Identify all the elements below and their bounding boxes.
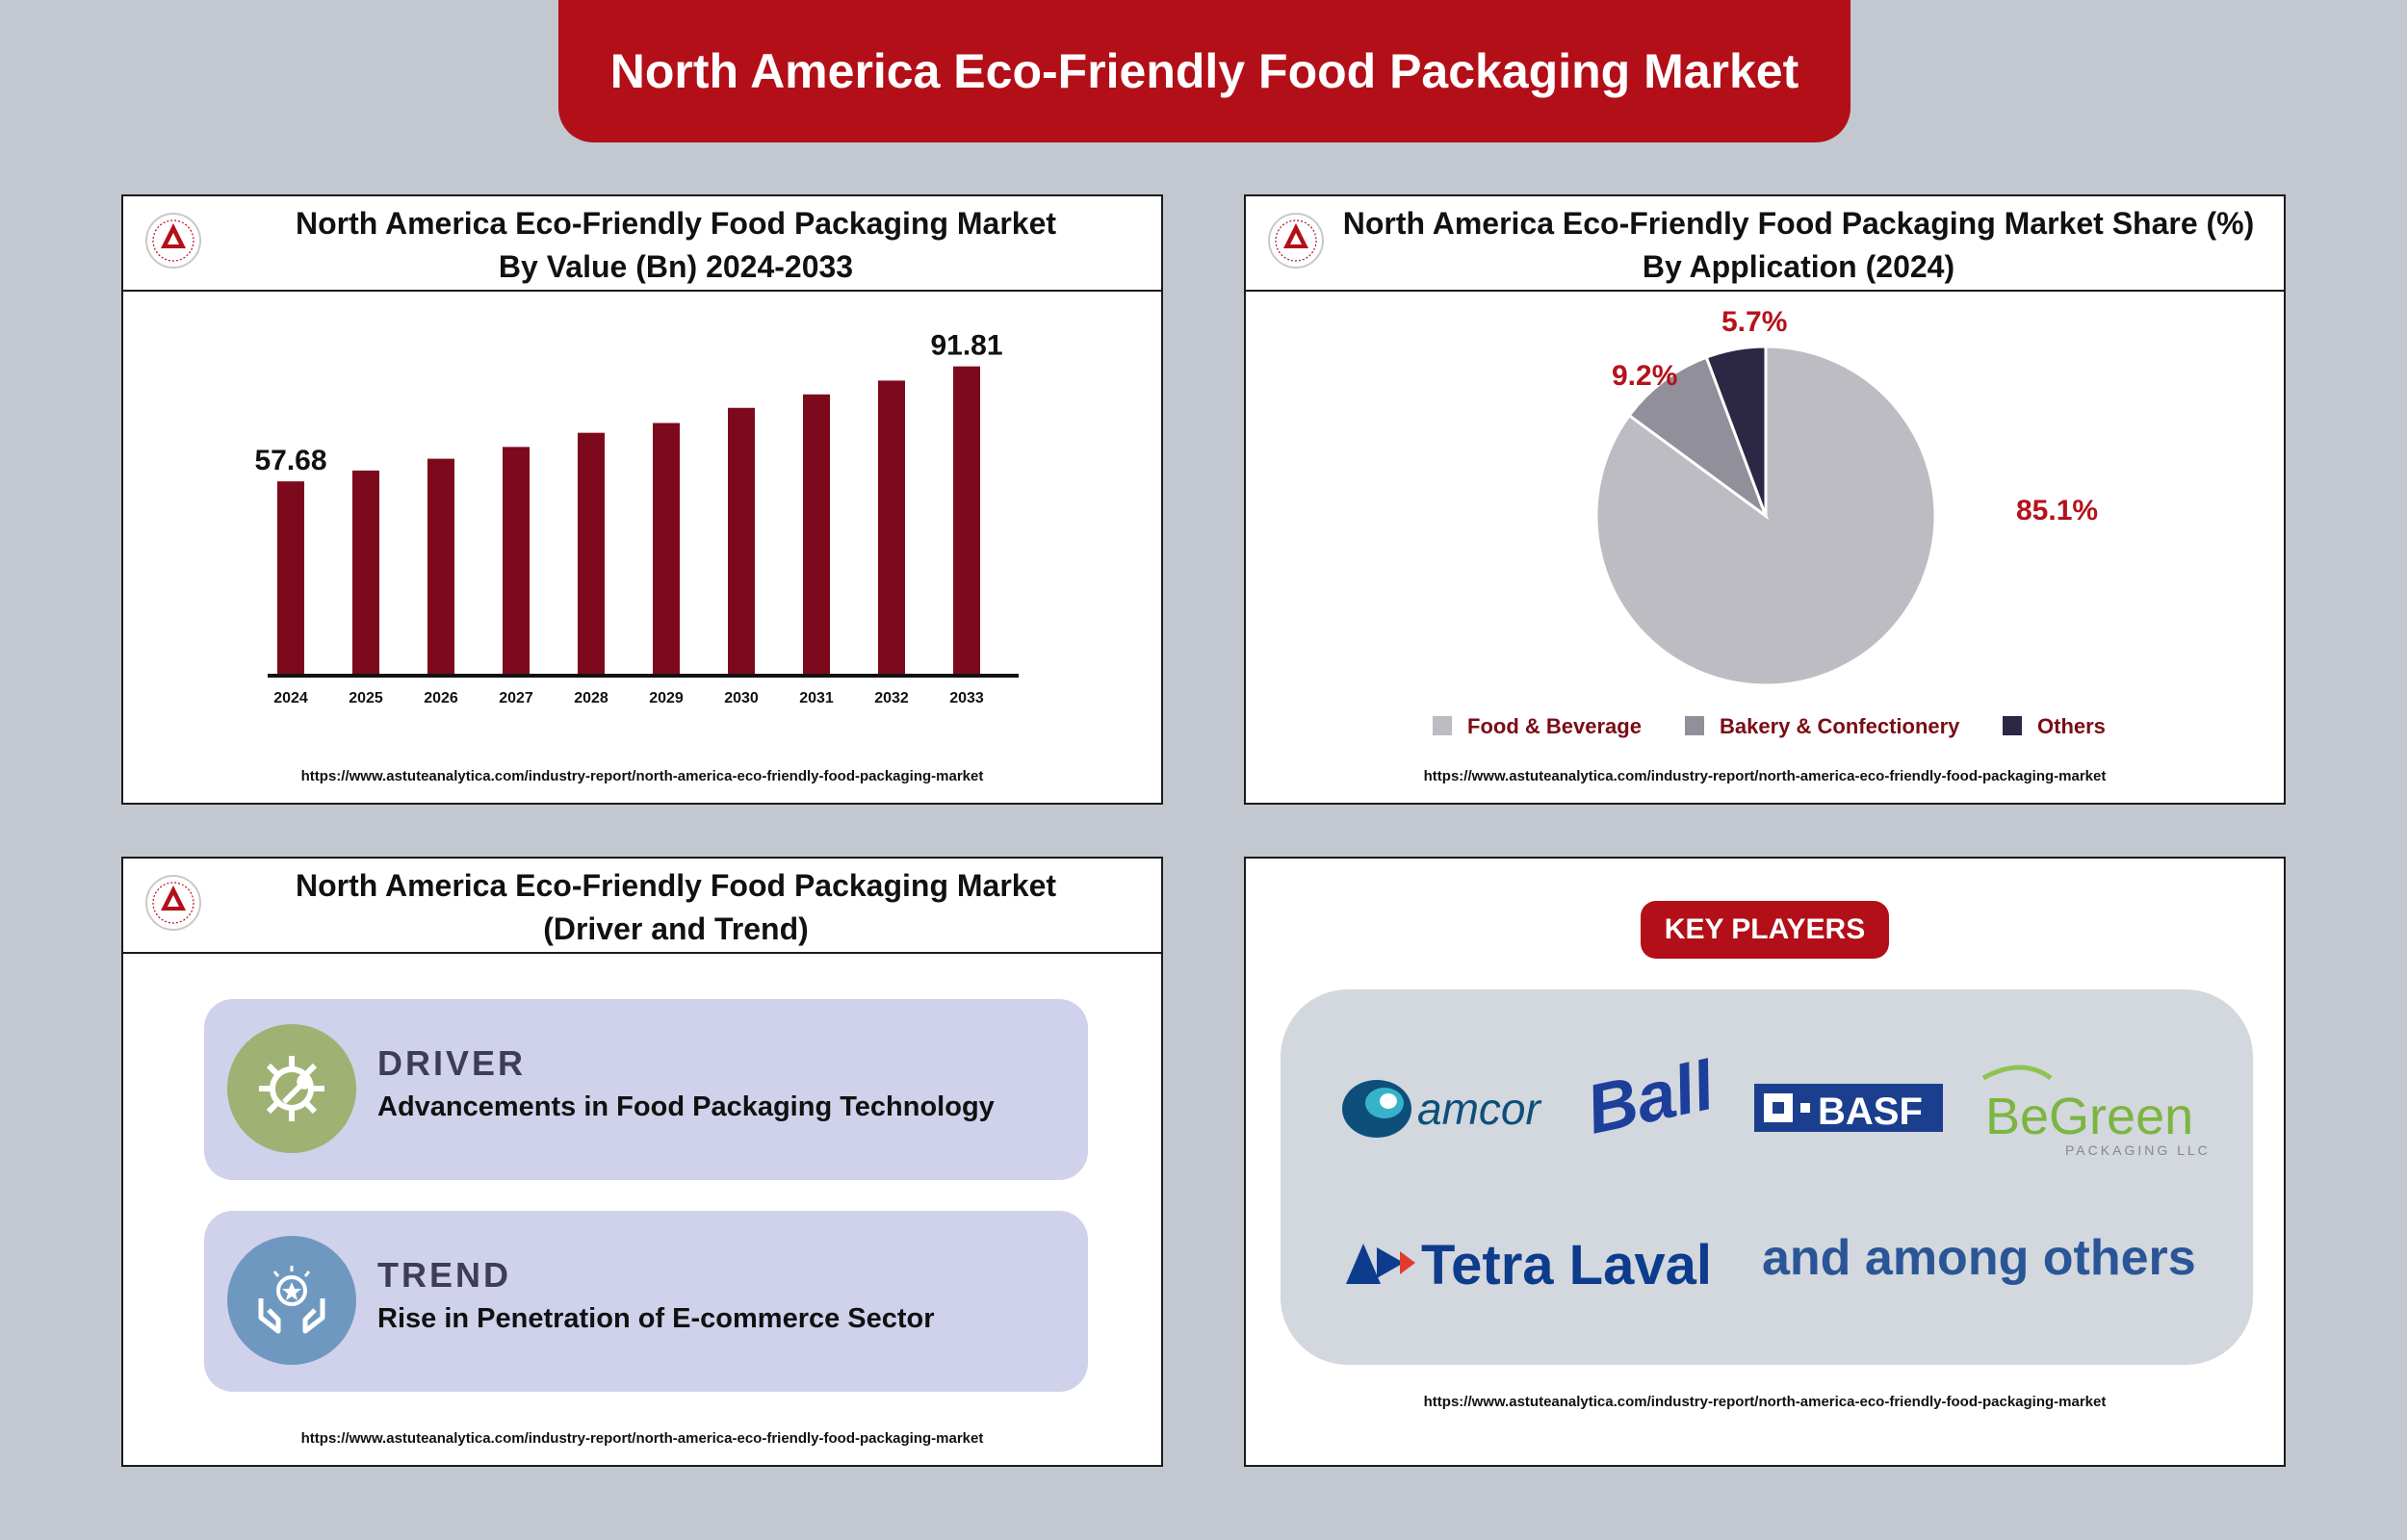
ball-logo: Ball [1580,1046,1722,1148]
pie-data-label: 85.1% [2016,495,2098,526]
pie-slice-1 [1627,355,1770,521]
key-players-panel: KEY PLAYERS amcor Ball BASF BeGreen PACK… [1244,857,2286,1467]
trend-heading: TREND [377,1255,511,1295]
driver-text: Advancements in Food Packaging Technolog… [377,1091,995,1122]
panel-title-line1: North America Eco-Friendly Food Packagin… [295,868,1057,903]
panel-title-line2: By Application (2024) [1642,249,1955,284]
x-tick-label: 2027 [499,690,533,706]
x-tick-label: 2030 [724,690,759,706]
bar-2026 [427,458,454,676]
x-tick-label: 2029 [649,690,684,706]
bar-2025 [352,470,379,676]
x-tick-label: 2031 [799,690,834,706]
source-url[interactable]: https://www.astuteanalytica.com/industry… [1423,768,2107,784]
pie-data-label: 5.7% [1721,306,1787,338]
x-tick-label: 2028 [574,690,608,706]
panel-title: North America Eco-Friendly Food Packagin… [210,202,1142,289]
legend-swatch [1685,716,1704,735]
pie-chart: 85.1% 9.2% 5.7% Food & Beverage Bakery & Con… [1433,306,2106,738]
bar-2028 [578,432,605,676]
astute-analytica-logo [145,213,201,269]
x-tick-label: 2026 [424,690,458,706]
key-players-badge: KEY PLAYERS [1641,901,1889,959]
pie-slice-2 [1704,345,1768,517]
bar-2024 [277,481,304,676]
panel-header: North America Eco-Friendly Food Packagin… [123,196,1161,292]
x-tick-label: 2024 [273,690,308,706]
main-title: North America Eco-Friendly Food Packagin… [609,44,1799,98]
data-label: 91.81 [930,330,1002,362]
panel-title-line1: North America Eco-Friendly Food Packagin… [295,206,1057,241]
bar-2030 [728,407,755,676]
driver-trend-panel: North America Eco-Friendly Food Packagin… [121,857,1163,1467]
player-name: Tetra Laval [1421,1234,1712,1296]
bar-2031 [803,394,830,676]
pie-data-label: 9.2% [1612,360,1677,392]
tetra-laval-logo: Tetra Laval [1346,1234,1712,1296]
value-chart-panel: North America Eco-Friendly Food Packagin… [121,194,1163,805]
player-name: BeGreen [1985,1088,2193,1145]
panel-title-line2: By Value (Bn) 2024-2033 [498,249,854,284]
gear-wrench-icon [227,1024,356,1153]
players-logo-area: amcor Ball BASF BeGreen PACKAGING LLC Te… [1281,989,2253,1365]
bar-2033 [953,366,980,676]
trend-card: TREND Rise in Penetration of E-commerce … [204,1211,1088,1392]
and-among-others: and among others [1762,1230,2196,1286]
astute-analytica-logo [145,875,201,931]
legend-label: Bakery & Confectionery [1720,714,1960,738]
legend-label: Food & Beverage [1467,714,1642,738]
panel-header: North America Eco-Friendly Food Packagin… [123,859,1161,954]
panel-header: North America Eco-Friendly Food Packagin… [1246,196,2284,292]
bar-chart: 2024 57.68 2025 2026 2027 2028 2029 2030 2031 203… [254,330,1019,706]
x-tick-label: 2025 [349,690,383,706]
amcor-logo: amcor [1342,1080,1541,1138]
bar-2027 [503,447,530,676]
source-url[interactable]: https://www.astuteanalytica.com/industry… [300,1430,984,1447]
bar-2032 [878,380,905,676]
legend-swatch [2003,716,2022,735]
panel-title-line1: North America Eco-Friendly Food Packagin… [1342,206,2255,241]
hands-star-icon [227,1236,356,1365]
legend-label: Others [2037,714,2106,738]
legend-swatch [1433,716,1452,735]
panel-title-line2: (Driver and Trend) [543,911,809,946]
basf-logo: BASF [1754,1084,1943,1133]
pie-slice-0 [1594,345,1937,687]
driver-heading: DRIVER [377,1043,527,1083]
panel-title: North America Eco-Friendly Food Packagin… [210,864,1142,951]
trend-text: Rise in Penetration of E-commerce Sector [377,1303,935,1334]
bar-2029 [653,423,680,676]
player-name: amcor [1417,1084,1541,1134]
panel-title: North America Eco-Friendly Food Packagin… [1333,202,2265,289]
astute-analytica-logo [1268,213,1324,269]
main-title-banner: North America Eco-Friendly Food Packagin… [558,0,1851,142]
x-tick-label: 2033 [949,690,984,706]
begreen-logo: BeGreen PACKAGING LLC [1981,1065,2211,1158]
data-label: 57.68 [254,445,326,476]
player-subname: PACKAGING LLC [2065,1142,2211,1158]
driver-card: DRIVER Advancements in Food Packaging Te… [204,999,1088,1180]
x-tick-label: 2032 [874,690,909,706]
source-url[interactable]: https://www.astuteanalytica.com/industry… [300,768,984,784]
source-url[interactable]: https://www.astuteanalytica.com/industry… [1423,1394,2107,1410]
share-chart-panel: North America Eco-Friendly Food Packagin… [1244,194,2286,805]
player-name: BASF [1818,1091,1923,1133]
